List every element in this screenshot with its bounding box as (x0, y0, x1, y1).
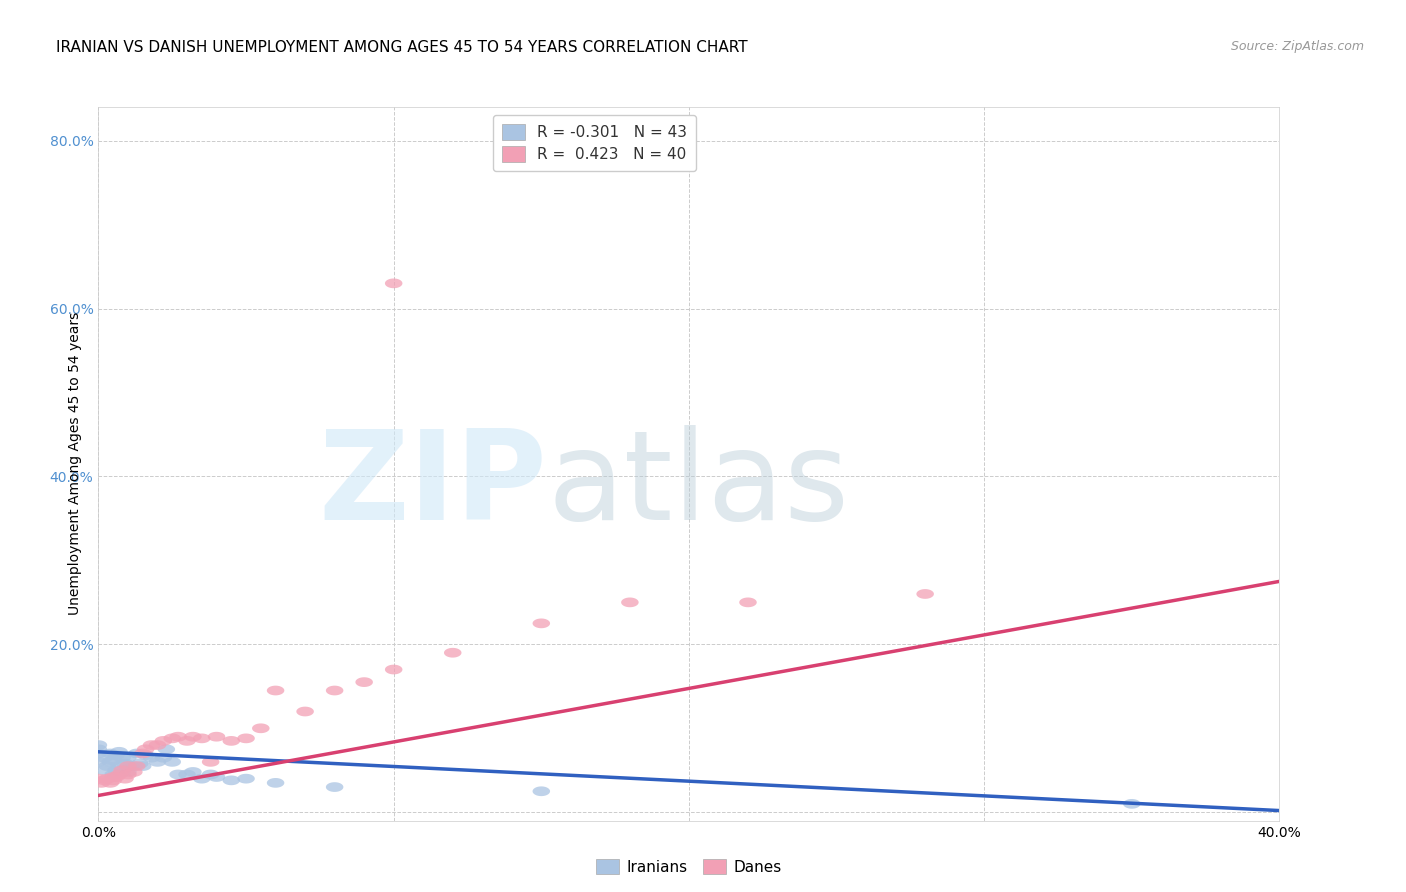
Point (221, 734, 243, 748)
Point (98, 747, 121, 761)
Point (135, 748, 157, 763)
Point (120, 759, 142, 773)
Point (117, 767, 139, 781)
Point (96, 772, 118, 786)
Y-axis label: Unemployment Among Ages 45 to 54 years: Unemployment Among Ages 45 to 54 years (67, 312, 82, 615)
Text: Source: ZipAtlas.com: Source: ZipAtlas.com (1230, 40, 1364, 54)
Point (125, 759, 148, 773)
Point (323, 780, 346, 794)
Legend: Iranians, Danes: Iranians, Danes (591, 853, 787, 880)
Point (152, 750, 174, 764)
Point (141, 750, 163, 764)
Point (914, 587, 936, 601)
Point (152, 734, 174, 748)
Point (93, 750, 115, 764)
Point (146, 755, 169, 769)
Text: atlas: atlas (547, 425, 849, 546)
Point (125, 747, 148, 761)
Point (93, 764, 115, 778)
Point (235, 731, 257, 746)
Point (87, 772, 110, 786)
Point (103, 753, 125, 767)
Point (87, 738, 110, 752)
Point (114, 772, 136, 786)
Text: IRANIAN VS DANISH UNEMPLOYMENT AMONG AGES 45 TO 54 YEARS CORRELATION CHART: IRANIAN VS DANISH UNEMPLOYMENT AMONG AGE… (56, 40, 748, 55)
Point (135, 742, 157, 756)
Point (117, 764, 139, 779)
Point (103, 767, 125, 781)
Point (90, 776, 112, 790)
Text: ZIP: ZIP (319, 425, 547, 546)
Point (205, 730, 228, 744)
Point (200, 767, 222, 781)
Point (167, 730, 190, 744)
Point (117, 759, 139, 773)
Point (205, 770, 228, 784)
Point (98, 755, 121, 769)
Point (162, 755, 183, 769)
Point (155, 742, 177, 756)
Point (294, 705, 316, 719)
Point (114, 756, 136, 771)
Point (87, 755, 110, 769)
Point (353, 675, 375, 690)
Point (93, 773, 115, 788)
Point (181, 730, 204, 744)
Point (264, 776, 287, 790)
Point (530, 616, 553, 631)
Point (176, 734, 198, 748)
Point (111, 764, 134, 778)
Point (128, 756, 150, 771)
Point (382, 277, 405, 291)
Point (250, 721, 273, 735)
Point (122, 759, 145, 773)
Point (108, 767, 131, 781)
Point (132, 747, 155, 761)
Point (87, 747, 110, 761)
Point (530, 784, 553, 798)
Point (191, 731, 214, 746)
Point (108, 759, 131, 773)
Point (167, 767, 190, 781)
Point (105, 770, 128, 784)
Point (235, 772, 257, 786)
Point (117, 750, 139, 764)
Point (181, 764, 204, 779)
Point (98, 776, 121, 790)
Point (221, 773, 243, 788)
Point (141, 738, 163, 752)
Point (87, 742, 110, 756)
Point (176, 767, 198, 781)
Point (200, 755, 222, 769)
Point (132, 759, 155, 773)
Point (108, 745, 131, 759)
Point (105, 748, 128, 763)
Point (96, 759, 118, 773)
Point (103, 773, 125, 788)
Point (737, 595, 759, 609)
Point (1121, 797, 1143, 811)
Point (111, 750, 134, 764)
Point (105, 764, 128, 778)
Point (191, 772, 214, 786)
Point (264, 683, 287, 698)
Point (162, 731, 183, 746)
Point (619, 595, 641, 609)
Point (146, 738, 169, 752)
Point (103, 770, 125, 784)
Point (441, 646, 464, 660)
Point (111, 764, 134, 779)
Point (382, 663, 405, 677)
Point (122, 764, 145, 779)
Point (323, 683, 346, 698)
